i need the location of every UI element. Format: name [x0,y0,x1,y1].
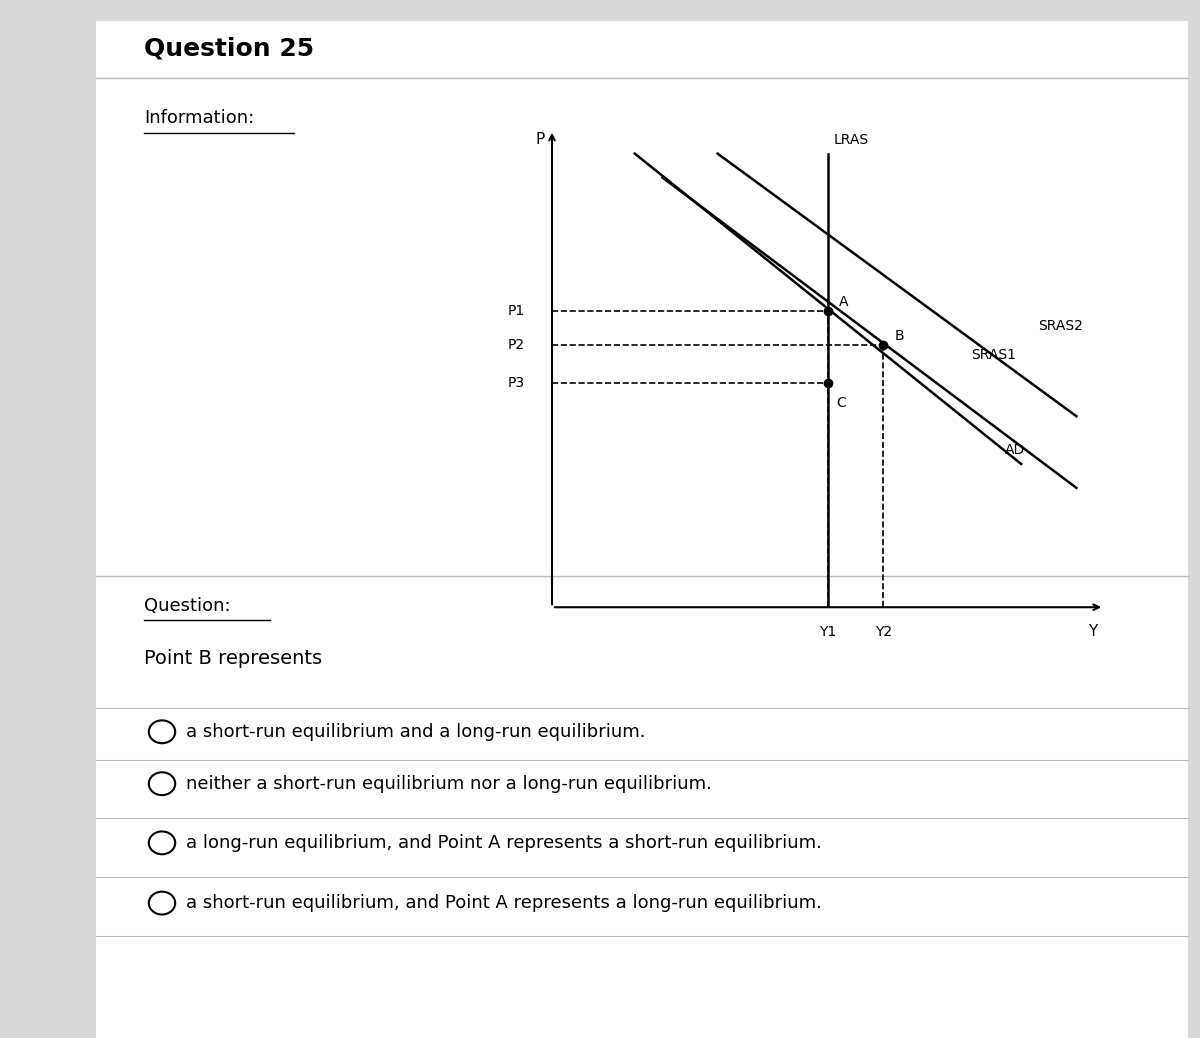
Text: Question 25: Question 25 [144,36,314,60]
Text: LRAS: LRAS [834,133,869,147]
Text: a short-run equilibrium and a long-run equilibrium.: a short-run equilibrium and a long-run e… [186,722,646,741]
Text: P: P [535,132,545,146]
Text: AD: AD [1004,443,1025,458]
Text: Y2: Y2 [875,625,892,638]
Text: SRAS1: SRAS1 [972,348,1016,362]
Text: Question:: Question: [144,597,230,614]
Text: A: A [839,296,848,309]
Text: a short-run equilibrium, and Point A represents a long-run equilibrium.: a short-run equilibrium, and Point A rep… [186,894,822,912]
Text: C: C [836,395,846,410]
Text: Information:: Information: [144,109,254,127]
Text: neither a short-run equilibrium nor a long-run equilibrium.: neither a short-run equilibrium nor a lo… [186,774,712,793]
FancyBboxPatch shape [96,21,1188,1038]
Text: Y: Y [1088,624,1098,638]
Text: B: B [894,329,904,343]
Text: P3: P3 [508,376,524,390]
Text: Point B represents: Point B represents [144,649,322,667]
Text: Y1: Y1 [820,625,836,638]
Text: a long-run equilibrium, and Point A represents a short-run equilibrium.: a long-run equilibrium, and Point A repr… [186,834,822,852]
Text: P2: P2 [508,337,524,352]
Text: P1: P1 [508,304,524,319]
Text: SRAS2: SRAS2 [1038,320,1082,333]
